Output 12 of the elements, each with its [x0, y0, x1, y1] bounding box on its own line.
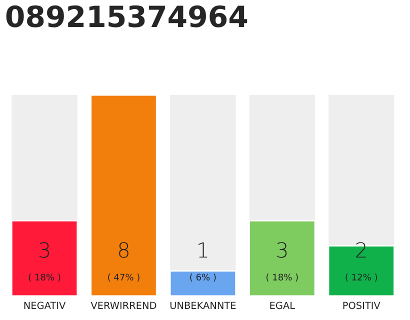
x-tick-label: VERWIRREND	[90, 302, 156, 309]
x-tick-label: UNBEKANNTE	[170, 302, 236, 310]
data-label: 3 ( 18% )	[266, 242, 298, 282]
data-label: 2 ( 12% )	[346, 242, 378, 282]
x-tick-label: EGAL	[270, 302, 295, 310]
x-tick-label: NEGATIV	[24, 302, 66, 310]
chart-title: 089215374964	[6, 5, 248, 28]
data-label: 3 ( 18% )	[28, 242, 60, 282]
data-label: 8 ( 47% )	[108, 242, 140, 282]
data-label: 1 ( 6% )	[190, 242, 216, 282]
x-tick-label: POSITIV	[343, 302, 380, 310]
bar	[169, 270, 237, 296]
